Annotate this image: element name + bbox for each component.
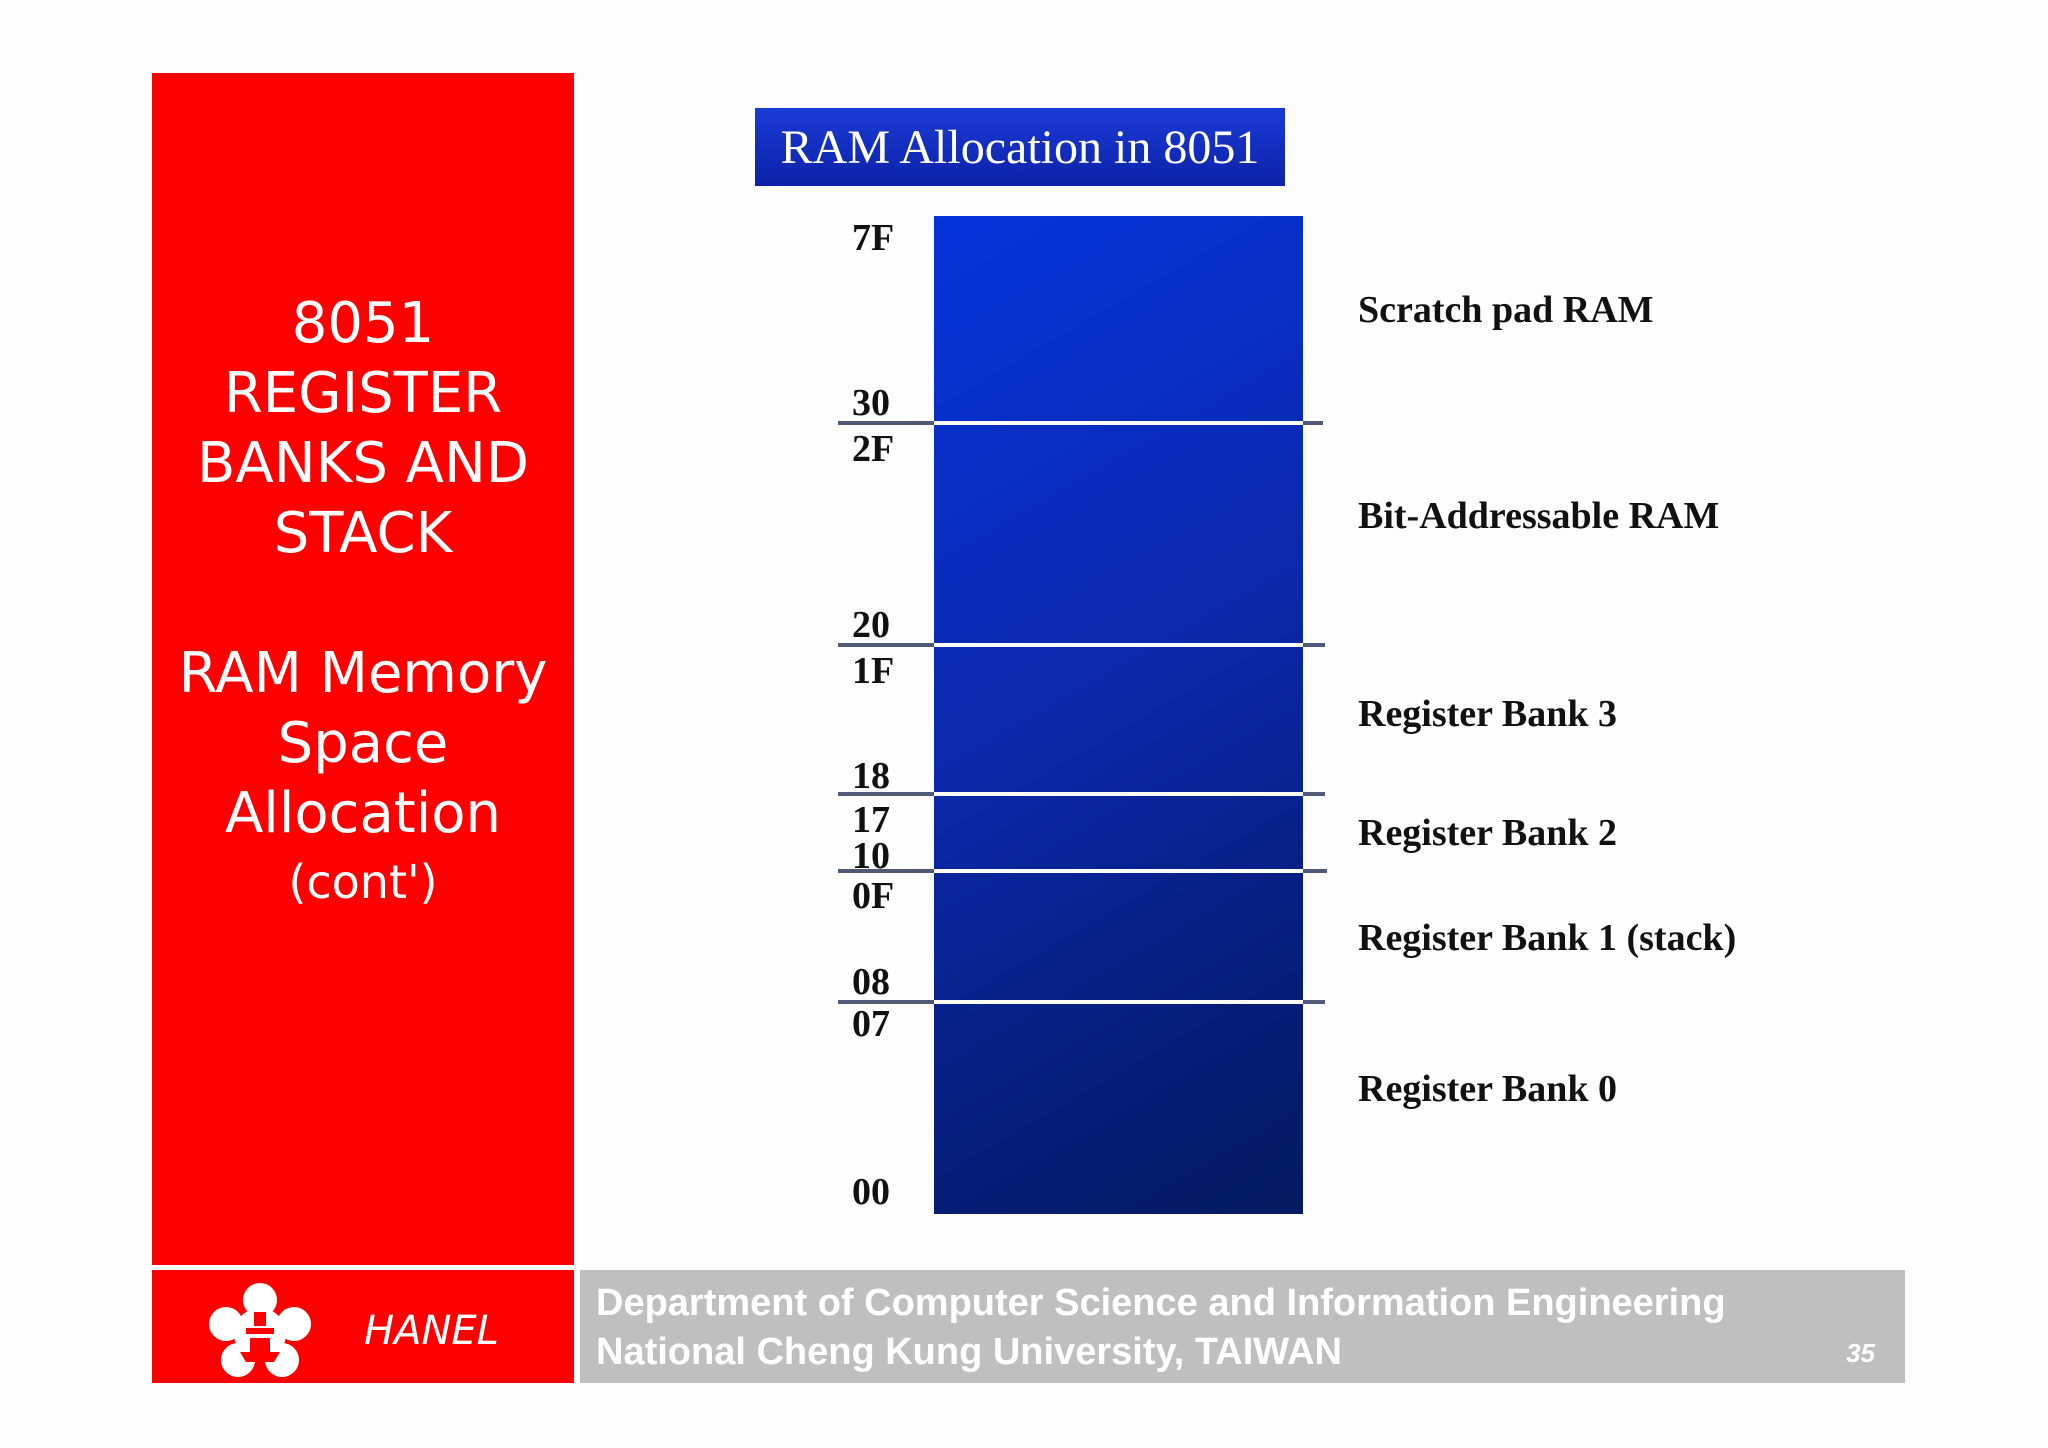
divider-20-1f [838,643,1325,647]
diagram-title: RAM Allocation in 8051 [755,108,1285,186]
footer-university: National Cheng Kung University, TAIWAN [596,1331,1342,1373]
region-label-bank3: Register Bank 3 [1358,693,1617,735]
title-line: BANKS AND [196,431,529,496]
address-label: 18 [852,755,890,797]
divider-08-07 [838,1000,1325,1004]
author-name: HANEL [364,1308,499,1354]
address-label: 07 [852,1003,890,1045]
title-line: 8051 [291,291,435,356]
title-line: STACK [273,501,453,566]
divider-30-2f [838,421,1323,425]
footer-bar: Department of Computer Science and Infor… [580,1270,1905,1383]
footer-department: Department of Computer Science and Infor… [596,1282,1726,1324]
address-label: 17 [852,799,890,841]
address-label: 0F [852,875,895,917]
address-label: 1F [852,650,895,692]
address-label: 30 [852,382,890,424]
title-line: REGISTER [223,361,503,426]
region-label-bank1: Register Bank 1 (stack) [1358,917,1737,959]
ram-block [934,216,1303,1214]
subtitle-line: Space [277,711,449,776]
footer-logo-box: HANEL [152,1270,574,1383]
page-number: 35 [1846,1338,1875,1368]
divider-10-0f [838,869,1327,873]
subtitle-line: RAM Memory [178,641,548,706]
side-title-panel: 8051 REGISTER BANKS AND STACK RAM Memory… [152,73,574,1265]
subtitle-line: Allocation [224,781,502,846]
region-label-bit-addressable: Bit-Addressable RAM [1358,495,1720,537]
subtitle-note: (cont') [288,855,438,909]
address-label: 08 [852,961,890,1003]
ncku-emblem-icon [209,1283,311,1377]
region-label-bank2: Register Bank 2 [1358,812,1617,854]
region-label-bank0: Register Bank 0 [1358,1068,1617,1110]
slide-title: 8051 REGISTER BANKS AND STACK [152,289,574,569]
address-label: 7F [852,217,895,259]
address-label: 10 [852,835,890,877]
address-label: 20 [852,604,890,646]
address-label: 2F [852,428,895,470]
divider-18-17 [838,792,1325,796]
slide-subtitle: RAM Memory Space Allocation (cont') [152,639,574,915]
address-label: 00 [852,1171,890,1213]
region-label-scratch: Scratch pad RAM [1358,289,1654,331]
